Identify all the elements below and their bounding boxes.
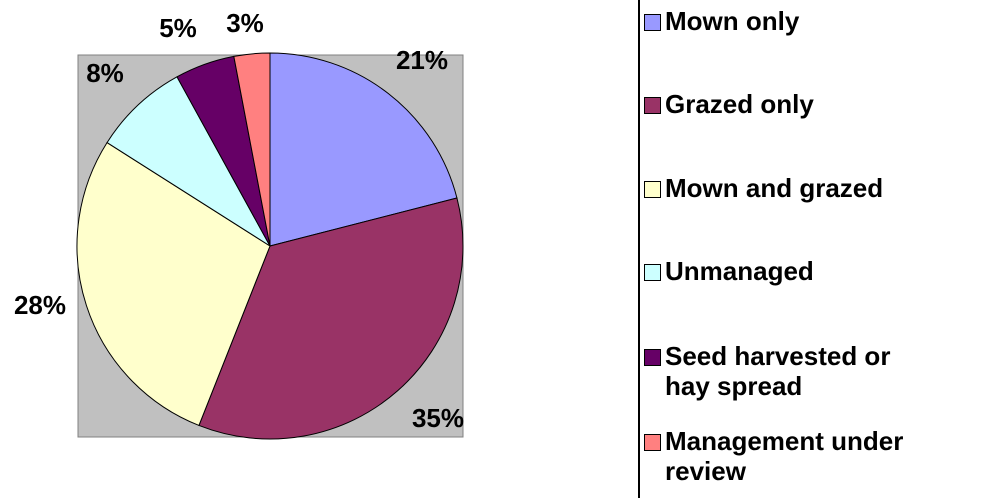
legend-label: Mown only <box>665 6 800 36</box>
pie-slice <box>269 52 458 247</box>
legend-item: Seed harvested or hay spread <box>644 341 927 401</box>
legend-swatch <box>644 97 661 114</box>
legend-item: Unmanaged <box>644 256 927 286</box>
pie-slice <box>106 76 271 247</box>
legend-item: Grazed only <box>644 89 927 119</box>
data-label: 21% <box>396 45 448 75</box>
legend-item: Mown only <box>644 6 927 36</box>
legend-label: Seed harvested or hay spread <box>665 341 891 401</box>
legend-swatch <box>644 434 661 451</box>
legend: Mown only Grazed only Mown and grazed Unman… <box>638 0 997 498</box>
legend-label: Grazed only <box>665 89 814 119</box>
legend-label: Management under review <box>665 426 904 486</box>
data-label: 5% <box>159 13 197 43</box>
pie-slice <box>233 52 271 247</box>
pie-slice <box>76 141 271 427</box>
legend-label: Unmanaged <box>665 256 814 286</box>
data-label: 3% <box>226 8 264 38</box>
data-label: 28% <box>14 290 66 320</box>
legend-swatch <box>644 264 661 281</box>
legend-label: Mown and grazed <box>665 173 884 203</box>
data-label: 8% <box>86 58 124 88</box>
legend-item: Mown and grazed <box>644 173 927 203</box>
data-label: 35% <box>412 403 464 433</box>
legend-swatch <box>644 349 661 366</box>
legend-swatch <box>644 14 661 31</box>
legend-swatch <box>644 181 661 198</box>
pie-slice <box>198 197 464 440</box>
legend-item: Management under review <box>644 426 927 486</box>
